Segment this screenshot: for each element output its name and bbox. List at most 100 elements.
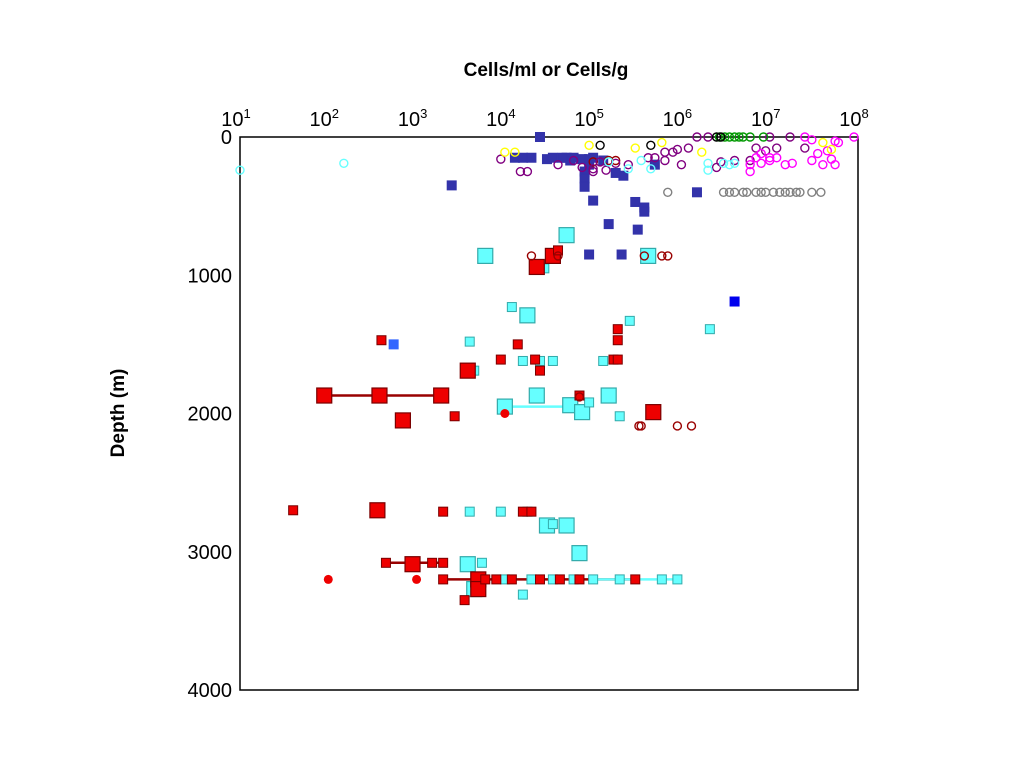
data-point — [718, 158, 729, 168]
data-point — [553, 159, 563, 170]
data-point — [369, 502, 386, 519]
plot-area — [239, 136, 859, 691]
data-point — [775, 187, 785, 198]
data-point — [745, 166, 755, 177]
data-point — [495, 354, 506, 365]
data-point — [630, 143, 640, 153]
x-tick-labels: 101 102 103 104 105 106 107 108 — [221, 106, 868, 131]
data-point — [729, 158, 740, 168]
data-point — [438, 574, 449, 585]
data-point — [745, 159, 755, 170]
data-point — [756, 187, 766, 198]
data-point — [683, 143, 694, 153]
data-point — [780, 187, 790, 198]
data-point — [323, 574, 333, 584]
data-point — [506, 302, 517, 313]
data-point — [818, 137, 828, 148]
data-point — [600, 387, 617, 404]
y-tick-label: 4000 — [188, 680, 233, 702]
x-tick-label: 104 — [486, 106, 515, 131]
data-point — [553, 251, 563, 261]
data-point — [795, 187, 805, 198]
data-point — [526, 251, 537, 261]
data-point — [639, 206, 650, 217]
data-point — [530, 354, 541, 365]
data-point — [704, 324, 715, 335]
data-point — [517, 589, 528, 600]
data-point — [595, 140, 605, 150]
data-point — [496, 154, 506, 164]
data-point — [745, 132, 755, 142]
data-point — [738, 132, 748, 142]
y-tick-label: 1000 — [188, 265, 233, 287]
data-point — [645, 404, 662, 421]
data-point — [751, 143, 761, 153]
data-point — [558, 227, 575, 244]
data-point — [833, 137, 844, 148]
data-point — [568, 155, 579, 166]
data-point — [718, 187, 729, 198]
data-point — [672, 421, 683, 431]
data-point — [758, 132, 769, 142]
data-point — [785, 187, 795, 198]
data-point — [639, 251, 650, 261]
x-tick-label: 106 — [663, 106, 692, 131]
data-point — [404, 556, 421, 573]
data-point — [464, 336, 475, 347]
range-lines — [324, 394, 678, 581]
y-tick-label: 0 — [221, 127, 232, 149]
data-point — [660, 155, 670, 166]
data-point — [601, 165, 611, 175]
data-point — [519, 307, 536, 324]
data-point — [765, 153, 775, 163]
data-point — [676, 159, 687, 170]
data-point — [577, 162, 587, 173]
data-point — [339, 158, 349, 168]
data-point — [574, 390, 585, 401]
data-point — [807, 135, 817, 145]
data-point — [515, 166, 526, 177]
data-point — [800, 143, 810, 153]
data-point — [703, 158, 713, 168]
data-point — [650, 153, 660, 163]
data-point — [822, 146, 833, 156]
data-point — [495, 506, 506, 517]
data-point — [588, 166, 598, 177]
data-point — [477, 247, 494, 264]
data-point — [584, 249, 595, 260]
data-point — [427, 557, 438, 568]
data-point — [660, 147, 670, 157]
data-point — [557, 152, 568, 163]
data-point — [686, 421, 697, 431]
data-point — [574, 574, 585, 585]
data-point — [663, 251, 673, 261]
data-point — [623, 159, 633, 170]
data-point — [588, 195, 599, 206]
data-point — [738, 187, 748, 198]
data-point — [785, 132, 795, 142]
y-tick-labels: 0 1000 2000 3000 4000 — [188, 127, 233, 702]
data-point — [716, 132, 726, 142]
x-tick-label: 103 — [398, 106, 427, 131]
data-point — [388, 339, 399, 350]
data-point — [657, 251, 667, 261]
data-point — [534, 365, 545, 376]
data-point — [663, 187, 673, 198]
data-point — [371, 387, 388, 404]
data-point — [780, 159, 790, 170]
data-point — [729, 296, 740, 307]
data-point — [610, 155, 621, 166]
data-point — [711, 132, 722, 142]
data-point — [756, 158, 766, 168]
data-point — [830, 159, 840, 170]
data-point — [657, 137, 667, 148]
data-point — [816, 187, 826, 198]
data-point — [506, 574, 517, 585]
data-point — [751, 187, 761, 198]
data-point — [470, 580, 487, 598]
data-point — [459, 595, 470, 606]
data-point — [624, 315, 635, 326]
data-point — [849, 132, 859, 142]
data-point — [813, 148, 823, 159]
x-tick-label: 102 — [310, 106, 339, 131]
